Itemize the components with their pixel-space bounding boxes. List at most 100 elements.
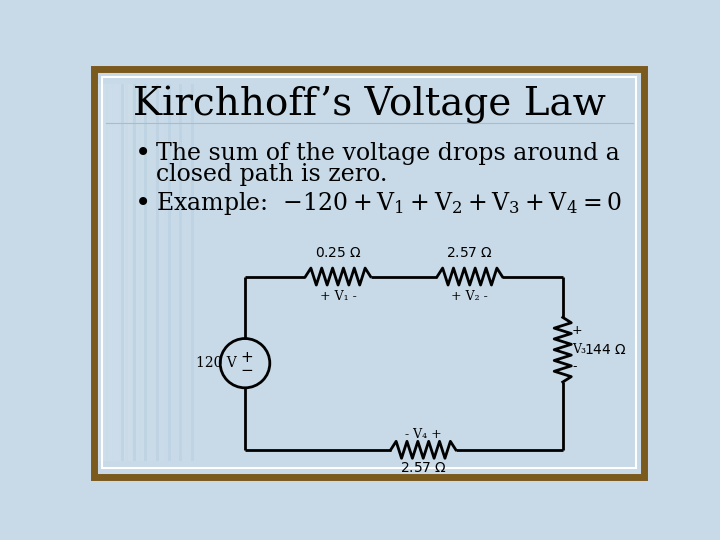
Bar bbox=[165, 84, 166, 461]
Bar bbox=[144, 84, 145, 461]
Text: -: - bbox=[572, 360, 577, 373]
Bar bbox=[149, 84, 150, 461]
Bar bbox=[145, 84, 146, 461]
Bar bbox=[159, 84, 160, 461]
Bar bbox=[104, 84, 106, 461]
Bar bbox=[144, 84, 148, 461]
Bar bbox=[165, 84, 166, 461]
Bar bbox=[118, 84, 119, 461]
Bar bbox=[111, 84, 112, 461]
Bar bbox=[114, 84, 115, 461]
Bar bbox=[183, 84, 184, 461]
Bar bbox=[157, 84, 158, 461]
Bar bbox=[139, 84, 140, 461]
Bar bbox=[179, 84, 181, 461]
Bar bbox=[187, 84, 188, 461]
Bar bbox=[156, 84, 157, 461]
Bar bbox=[115, 84, 116, 461]
Bar bbox=[116, 84, 117, 461]
Bar bbox=[171, 84, 173, 461]
Bar bbox=[121, 84, 124, 461]
Bar bbox=[127, 84, 128, 461]
Bar bbox=[169, 84, 170, 461]
Bar bbox=[139, 84, 140, 461]
Bar bbox=[148, 84, 149, 461]
Bar bbox=[179, 84, 180, 461]
Bar bbox=[158, 84, 159, 461]
Bar bbox=[110, 84, 111, 461]
Bar bbox=[110, 84, 111, 461]
Bar bbox=[138, 84, 139, 461]
Bar bbox=[135, 84, 136, 461]
Bar bbox=[186, 84, 187, 461]
Bar bbox=[172, 84, 173, 461]
Bar bbox=[108, 84, 109, 461]
Bar bbox=[166, 84, 167, 461]
Bar bbox=[187, 84, 188, 461]
Text: V₃: V₃ bbox=[572, 343, 586, 356]
Text: Example:  $\mathdefault{-120 + V_1 + V_2 + V_3 + V_4 = 0}$: Example: $\mathdefault{-120 + V_1 + V_2 … bbox=[156, 190, 621, 217]
Bar bbox=[106, 84, 107, 461]
Bar bbox=[106, 84, 107, 461]
Bar bbox=[174, 84, 175, 461]
Text: −: − bbox=[240, 363, 253, 379]
Text: Kirchhoff’s Voltage Law: Kirchhoff’s Voltage Law bbox=[132, 86, 606, 124]
Bar bbox=[182, 84, 183, 461]
Bar bbox=[147, 84, 148, 461]
Bar bbox=[153, 84, 154, 461]
Bar bbox=[189, 84, 190, 461]
Text: $0.25\ \Omega$: $0.25\ \Omega$ bbox=[315, 246, 361, 260]
Bar bbox=[149, 84, 150, 461]
Bar bbox=[131, 84, 132, 461]
Bar bbox=[133, 84, 134, 461]
Bar bbox=[151, 84, 152, 461]
Bar bbox=[127, 84, 128, 461]
Bar bbox=[158, 84, 159, 461]
Bar bbox=[119, 84, 120, 461]
Bar bbox=[136, 84, 137, 461]
Bar bbox=[160, 84, 161, 461]
Bar bbox=[167, 84, 168, 461]
Bar bbox=[124, 84, 125, 461]
Bar bbox=[168, 84, 171, 461]
Bar bbox=[99, 84, 100, 461]
Bar bbox=[136, 84, 137, 461]
Bar bbox=[155, 84, 156, 461]
Bar bbox=[123, 84, 124, 461]
Bar bbox=[126, 84, 127, 461]
Bar bbox=[146, 84, 147, 461]
Bar bbox=[134, 84, 135, 461]
Bar bbox=[107, 84, 108, 461]
Bar bbox=[112, 84, 114, 461]
Bar bbox=[128, 84, 129, 461]
Bar bbox=[119, 84, 120, 461]
Bar bbox=[120, 84, 121, 461]
Bar bbox=[169, 84, 170, 461]
Bar bbox=[99, 84, 100, 461]
Text: $144\ \Omega$: $144\ \Omega$ bbox=[585, 343, 628, 357]
Bar bbox=[191, 84, 194, 461]
Bar bbox=[182, 84, 183, 461]
Bar bbox=[129, 84, 130, 461]
Bar bbox=[120, 84, 121, 461]
Bar bbox=[188, 84, 189, 461]
Bar bbox=[177, 84, 178, 461]
Bar bbox=[170, 84, 171, 461]
Bar bbox=[181, 84, 182, 461]
Bar bbox=[140, 84, 141, 461]
Bar bbox=[122, 84, 123, 461]
Bar bbox=[166, 84, 167, 461]
Text: $2.57\ \Omega$: $2.57\ \Omega$ bbox=[446, 246, 493, 260]
Text: - V₄ +: - V₄ + bbox=[405, 428, 441, 441]
Text: closed path is zero.: closed path is zero. bbox=[156, 163, 387, 186]
Bar bbox=[164, 84, 165, 461]
Bar bbox=[141, 84, 142, 461]
Bar bbox=[150, 84, 151, 461]
Bar bbox=[133, 84, 135, 461]
Bar bbox=[104, 84, 105, 461]
Bar bbox=[173, 84, 174, 461]
Text: $2.57\ \Omega$: $2.57\ \Omega$ bbox=[400, 461, 446, 475]
Text: •: • bbox=[135, 139, 150, 167]
Bar bbox=[147, 84, 148, 461]
Bar bbox=[103, 84, 104, 461]
